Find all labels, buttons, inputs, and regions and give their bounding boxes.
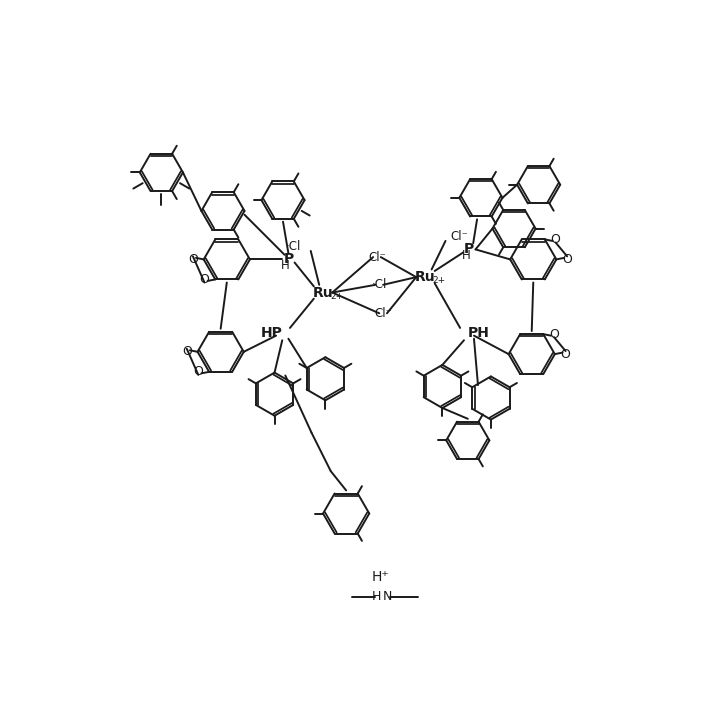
Text: Ru: Ru [415, 270, 436, 284]
Text: P: P [283, 253, 294, 266]
Text: O: O [193, 365, 204, 378]
Text: ·Cl: ·Cl [372, 279, 387, 292]
Text: O: O [182, 345, 192, 358]
Text: P: P [464, 243, 474, 256]
Text: Cl⁻: Cl⁻ [374, 307, 392, 320]
Text: O: O [561, 348, 570, 360]
Text: H: H [281, 259, 290, 272]
Text: O: O [188, 253, 198, 266]
Text: O: O [562, 253, 572, 266]
Text: 2+: 2+ [432, 276, 445, 286]
Text: O: O [549, 327, 559, 340]
Text: H⁺: H⁺ [372, 570, 390, 584]
Text: 2+: 2+ [330, 292, 343, 301]
Text: O: O [551, 233, 560, 246]
Text: O: O [199, 273, 209, 286]
Text: N: N [383, 590, 392, 603]
Text: PH: PH [468, 325, 490, 340]
Text: HP: HP [261, 325, 282, 340]
Text: H: H [462, 249, 471, 262]
Text: Cl⁻: Cl⁻ [450, 230, 468, 243]
Text: Cl⁻: Cl⁻ [368, 251, 386, 264]
Text: H: H [371, 590, 380, 603]
Text: ·Cl: ·Cl [286, 240, 302, 253]
Text: Ru: Ru [313, 286, 334, 299]
